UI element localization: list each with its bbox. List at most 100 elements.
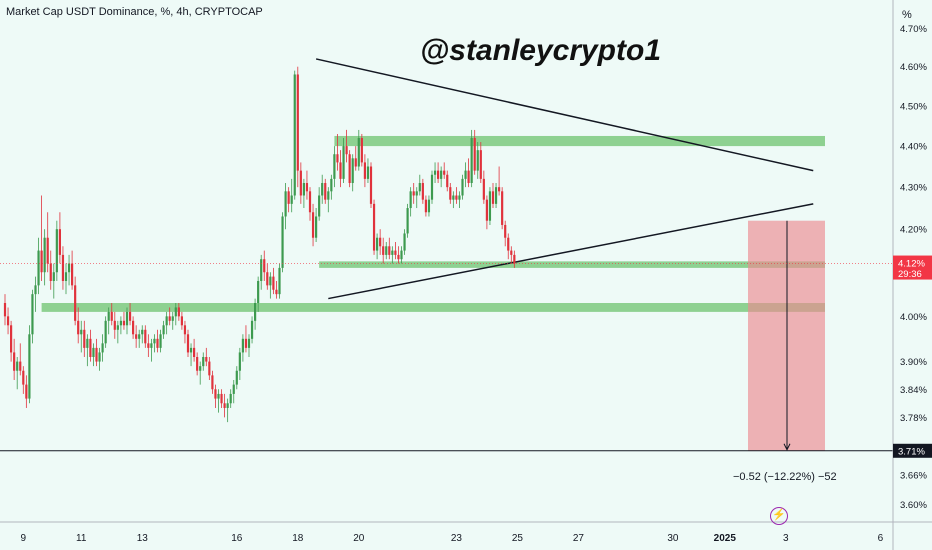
candle-body [153,338,156,344]
candle [52,263,55,299]
candle-body [354,158,357,167]
candle [473,129,476,175]
candle [232,379,235,404]
candle [388,237,391,260]
candle-body [415,191,418,196]
candle-body [22,370,25,385]
candle-body [339,162,342,179]
candle-body [376,237,379,251]
candle-body [180,316,183,326]
candle [223,393,226,418]
candle-body [34,285,37,295]
candle-body [89,338,92,357]
candle-body [162,325,165,335]
zone-support-lower [41,302,826,312]
candle [43,229,46,286]
candle [302,178,305,209]
candle [366,158,370,184]
x-tick-label: 2025 [714,533,737,544]
candle [327,187,330,213]
candle [485,195,488,230]
candle-body [311,212,315,238]
axis-unit-label[interactable]: % [902,9,912,21]
candle-body [156,338,159,348]
candle-body [446,174,449,188]
candle [119,316,122,335]
candle-body [418,183,421,192]
candle-body [437,170,440,179]
candle-body [372,203,376,251]
candle-body [116,325,119,330]
candle [34,276,37,312]
candle-body [241,338,244,353]
candle-body [287,191,290,204]
candle-body [19,361,22,371]
candle-body [296,74,299,171]
candle [363,154,366,188]
candle [415,187,418,209]
candle [318,187,321,221]
candle-body [223,403,226,408]
candle-body [202,356,205,367]
candle-body [272,276,275,290]
candle-body [74,285,77,321]
candle [397,246,400,264]
measurement-label: −0.52 (−12.22%) −52 [733,471,837,483]
target-price-label: 3.71% [898,446,925,457]
lightning-icon[interactable]: ⚡ [770,507,788,525]
candle-body [208,361,211,376]
candle-body [235,370,238,385]
candle-body [333,154,336,179]
candle [498,166,501,196]
candle-body [77,320,80,335]
candle-body [504,224,507,238]
candle-body [461,178,464,196]
candle [345,129,348,163]
candle [400,246,403,264]
candle [351,154,354,192]
candle [494,183,498,209]
candle-body [382,246,385,255]
x-tick-label: 6 [878,533,884,544]
candle [263,250,266,281]
candle-body [336,154,339,163]
candle [403,229,406,255]
y-tick-label: 4.50% [900,101,927,112]
candle-body [397,254,400,260]
candle-body [98,352,101,362]
candle [61,246,65,290]
candle [464,162,467,188]
candle-body [138,334,141,339]
candle [281,212,284,273]
candle-body [363,162,366,179]
candle [116,320,119,344]
candle-body [101,343,104,353]
candle-body [177,307,180,317]
candle [37,237,40,295]
candle [376,233,379,260]
candle-body [327,191,330,200]
candle [122,311,126,330]
candle [113,311,116,339]
y-tick-label: 4.00% [900,312,927,323]
y-tick-label: 4.70% [900,24,927,35]
candle [25,375,28,408]
candle-body [113,320,116,330]
candle [446,170,449,192]
candle-body [284,191,287,217]
candle [125,307,129,335]
candle [491,183,495,209]
candle-body [406,208,409,234]
candle [257,276,260,312]
candle [86,334,89,367]
trendline-lower-wedge [328,203,814,300]
candle-body [141,329,144,335]
candle [64,263,68,295]
candle [424,195,427,217]
candle [3,294,7,326]
candle-body [28,334,31,399]
candle [28,325,31,404]
candle-body [491,191,495,204]
candle-body [3,302,7,317]
candle-body [150,343,153,348]
